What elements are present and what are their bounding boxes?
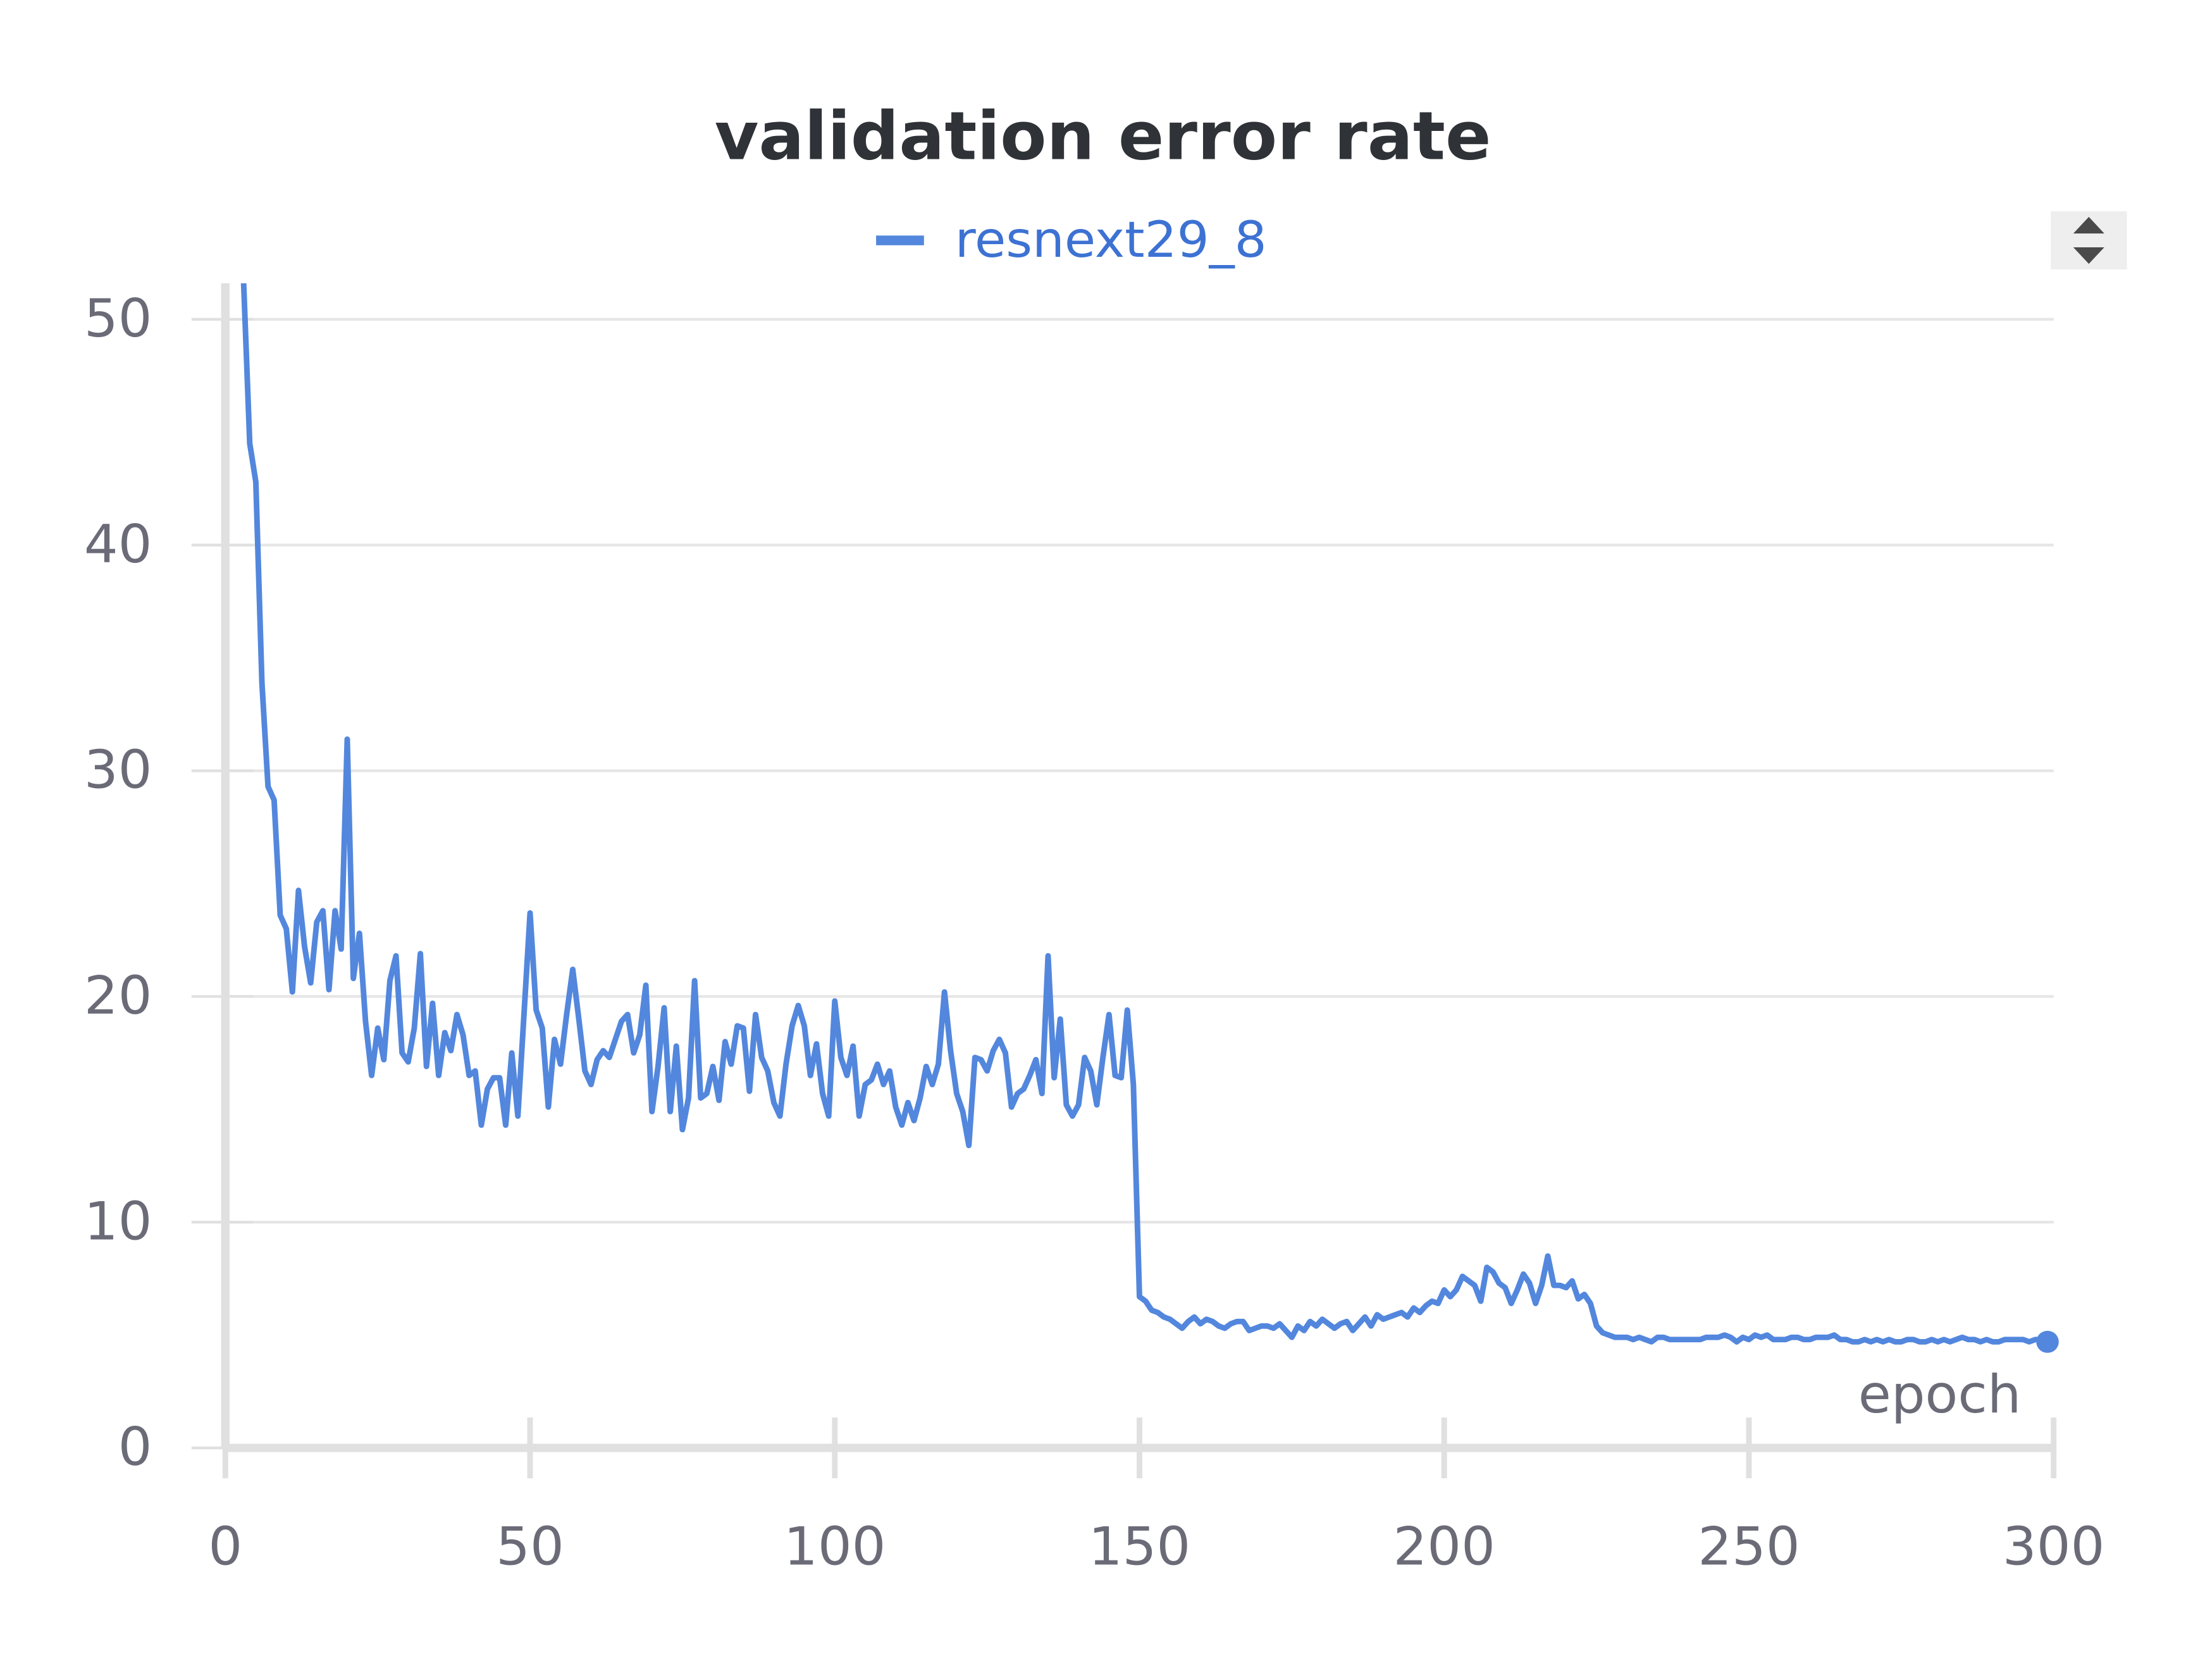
end-point (2036, 1330, 2059, 1353)
y-tick-label: 50 (84, 288, 152, 349)
x-tick-label: 0 (208, 1516, 242, 1577)
sort-icon[interactable] (2073, 216, 2104, 264)
y-tick-label: 40 (84, 514, 152, 575)
y-tick-label: 30 (84, 739, 152, 800)
legend-label: resnext29_8 (955, 211, 1267, 269)
chart-title: validation error rate (715, 97, 1491, 175)
sort-button[interactable] (2051, 211, 2127, 269)
x-tick-label: 200 (1393, 1516, 1495, 1577)
x-tick-label: 50 (496, 1516, 564, 1577)
y-tick-label: 20 (84, 965, 152, 1026)
x-axis-label: epoch (1858, 1364, 2022, 1425)
y-tick-label: 0 (118, 1416, 152, 1478)
x-tick-label: 100 (784, 1516, 886, 1577)
x-tick-label: 250 (1698, 1516, 1800, 1577)
x-tick-label: 150 (1089, 1516, 1190, 1577)
y-tick-label: 10 (84, 1190, 152, 1252)
series-line (240, 283, 2049, 1345)
x-tick-label: 300 (2003, 1516, 2104, 1577)
